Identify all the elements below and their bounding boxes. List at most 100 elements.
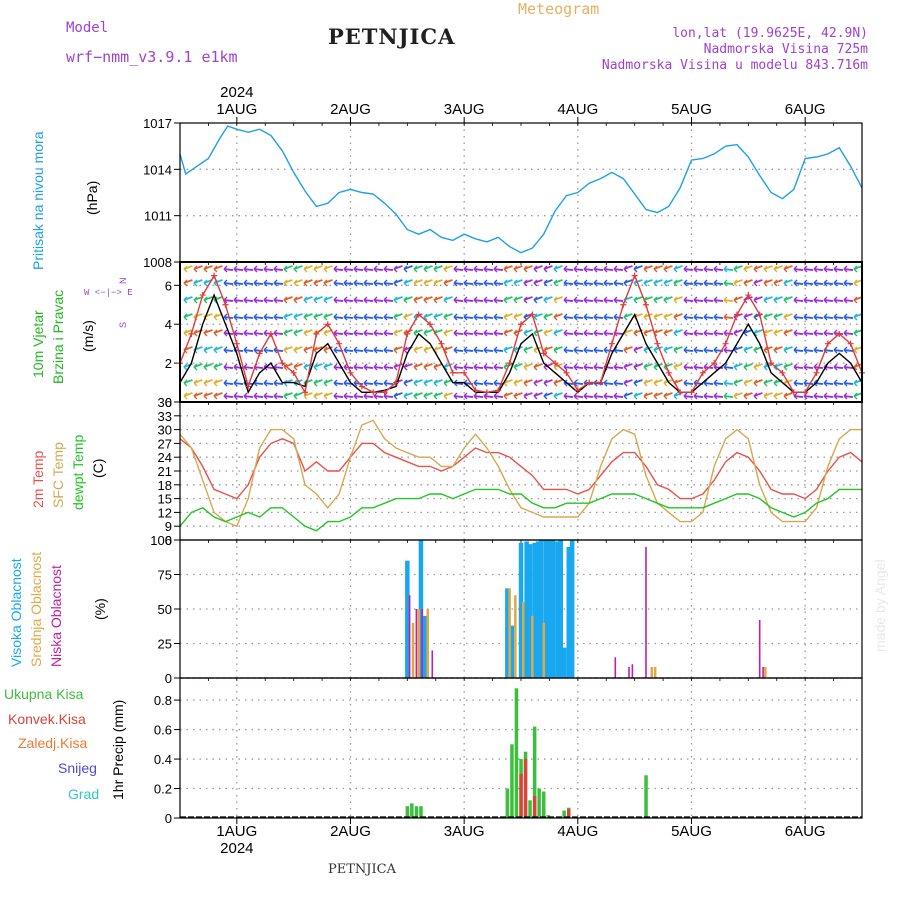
wind-arrow-head: [713, 346, 718, 354]
wind-gust-marker: [392, 379, 399, 386]
wind-arrow-head: [793, 392, 798, 400]
wind-gust-marker: [495, 387, 502, 394]
wind-arrow-head: [383, 329, 388, 337]
wind-arrow-head: [673, 296, 678, 304]
wind-arrow: [823, 395, 834, 398]
cloud-bar: [518, 542, 524, 678]
wind-arrow: [353, 349, 364, 352]
wind-arrow: [373, 349, 384, 352]
wind-arrow: [563, 332, 574, 335]
wind-arrow-head: [543, 329, 548, 337]
wind-arrow-head: [193, 265, 198, 273]
wind-arrow-head: [223, 346, 228, 354]
wind-gust-marker: [336, 340, 343, 347]
wind-arrow: [273, 316, 284, 319]
wind-arrow: [793, 395, 804, 398]
wind-arrow-head: [233, 265, 238, 273]
wind-arrow-head: [663, 279, 668, 287]
wind-arrow-head: [393, 392, 398, 400]
wind-arrow-head: [393, 329, 398, 337]
xtick-label-bottom: 1AUG: [216, 823, 257, 840]
wind-arrow-head: [853, 363, 858, 371]
cloud-bar: [508, 588, 511, 678]
wind-arrow-head: [203, 379, 208, 387]
wind-arrow-head: [443, 279, 448, 287]
wind-arrow-head: [463, 392, 468, 400]
wind-arrow-head: [723, 313, 728, 321]
wind-arrow-head: [613, 313, 618, 321]
wind-arrow-head: [603, 392, 608, 400]
wind-arrow-head: [853, 329, 858, 337]
wind-arrow-head: [323, 363, 328, 371]
wind-arrow-head: [493, 265, 498, 273]
wind-arrow-head: [663, 346, 668, 354]
wind-arrow-head: [353, 279, 358, 287]
wind-arrow-head: [803, 265, 808, 273]
wind-arrow-head: [203, 363, 208, 371]
wind-arrow: [593, 316, 604, 319]
wind-arrow-head: [853, 313, 858, 321]
wind-arrow-head: [453, 392, 458, 400]
cloud-bar: [547, 540, 552, 678]
wind-arrow-head: [383, 265, 388, 273]
wind-arrow: [333, 299, 344, 302]
wind-arrow-head: [753, 346, 758, 354]
wind-arrow-head: [843, 313, 848, 321]
wind-arrow: [263, 349, 274, 352]
cloud-bar: [514, 595, 517, 678]
wind-arrow: [383, 282, 394, 285]
wind-arrow: [253, 382, 264, 385]
wind-arrow-head: [543, 296, 548, 304]
cloud-ytick-label: 0: [165, 671, 172, 686]
wind-arrow-head: [593, 363, 598, 371]
wind-arrow: [703, 382, 714, 385]
wind-arrow-head: [483, 265, 488, 273]
wind-arrow-head: [513, 265, 518, 273]
wind-arrow-head: [403, 313, 408, 321]
wind-arrow-head: [493, 392, 498, 400]
wind-arrow: [463, 395, 474, 398]
wind-arrow-head: [773, 329, 778, 337]
wind-arrow-head: [203, 392, 208, 400]
wind-arrow-head: [263, 313, 268, 321]
precip-total-legend: Ukupna Kisa: [4, 686, 84, 702]
wind-series-line: [179, 293, 863, 395]
wind-arrow-head: [523, 265, 528, 273]
wind-arrow-head: [753, 392, 758, 400]
wind-arrow-head: [683, 329, 688, 337]
wind-arrow-head: [483, 313, 488, 321]
cloud-bar: [531, 615, 534, 678]
wind-arrow-head: [763, 265, 768, 273]
wind-arrow-head: [563, 265, 568, 273]
wind-arrow: [683, 268, 694, 271]
wind-arrow-head: [283, 313, 288, 321]
wind-arrow: [453, 299, 464, 302]
wind-gust-marker: [449, 369, 456, 376]
wind-arrow-head: [433, 363, 438, 371]
wind-arrow: [833, 366, 844, 369]
wind-arrow: [713, 268, 724, 271]
wind-arrow-head: [373, 379, 378, 387]
wind-arrow: [273, 395, 284, 398]
wind-arrow-head: [453, 329, 458, 337]
wind-arrow: [583, 268, 594, 271]
wind-arrow: [243, 366, 254, 369]
wind-arrow-head: [313, 379, 318, 387]
wind-arrow-head: [293, 329, 298, 337]
wind-arrow-head: [603, 329, 608, 337]
wind-arrow-head: [573, 392, 578, 400]
wind-gust-marker: [529, 311, 536, 318]
wind-arrow-head: [423, 392, 428, 400]
wind-gust-marker: [461, 369, 468, 376]
wind-arrow-head: [433, 265, 438, 273]
cloud-bar: [550, 540, 556, 678]
wind-arrow-head: [423, 329, 428, 337]
wind-gust-marker: [813, 369, 820, 376]
wind-arrow-head: [793, 379, 798, 387]
model-label: Model: [66, 20, 109, 36]
wind-arrow-head: [563, 329, 568, 337]
wind-arrow-head: [373, 265, 378, 273]
wind-arrow-head: [463, 296, 468, 304]
wind-arrow: [493, 268, 504, 271]
wind-arrow-head: [563, 296, 568, 304]
